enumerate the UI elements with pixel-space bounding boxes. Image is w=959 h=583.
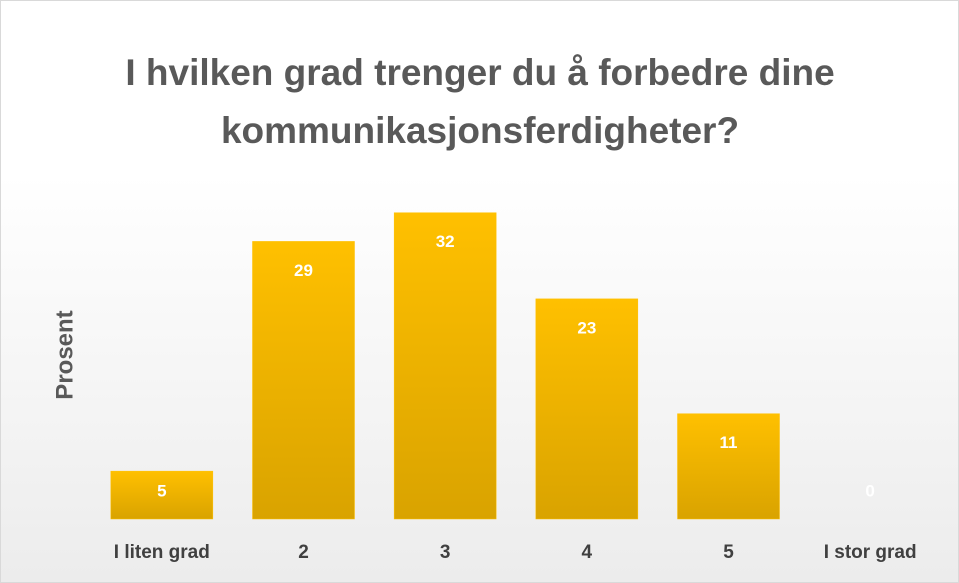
bar bbox=[110, 470, 214, 520]
data-label: 29 bbox=[294, 261, 313, 280]
bar bbox=[535, 298, 639, 520]
data-label: 5 bbox=[157, 481, 166, 500]
y-axis-label: Prosent bbox=[51, 310, 78, 399]
x-tick-label: I liten grad bbox=[114, 542, 210, 563]
x-tick-label: 5 bbox=[723, 542, 734, 563]
data-label: 23 bbox=[577, 318, 596, 337]
data-label: 32 bbox=[436, 232, 455, 251]
x-tick-label: I stor grad bbox=[824, 542, 917, 563]
bar bbox=[677, 413, 780, 520]
data-label: 11 bbox=[720, 433, 738, 452]
x-tick-label: 3 bbox=[440, 542, 451, 563]
data-label: 0 bbox=[865, 481, 874, 500]
bar bbox=[393, 212, 497, 520]
chart-title: I hvilken grad trenger du å forbedre din… bbox=[125, 52, 835, 151]
x-tick-label: 4 bbox=[582, 542, 593, 563]
x-tick-label: 2 bbox=[298, 542, 309, 563]
bar bbox=[252, 241, 355, 520]
